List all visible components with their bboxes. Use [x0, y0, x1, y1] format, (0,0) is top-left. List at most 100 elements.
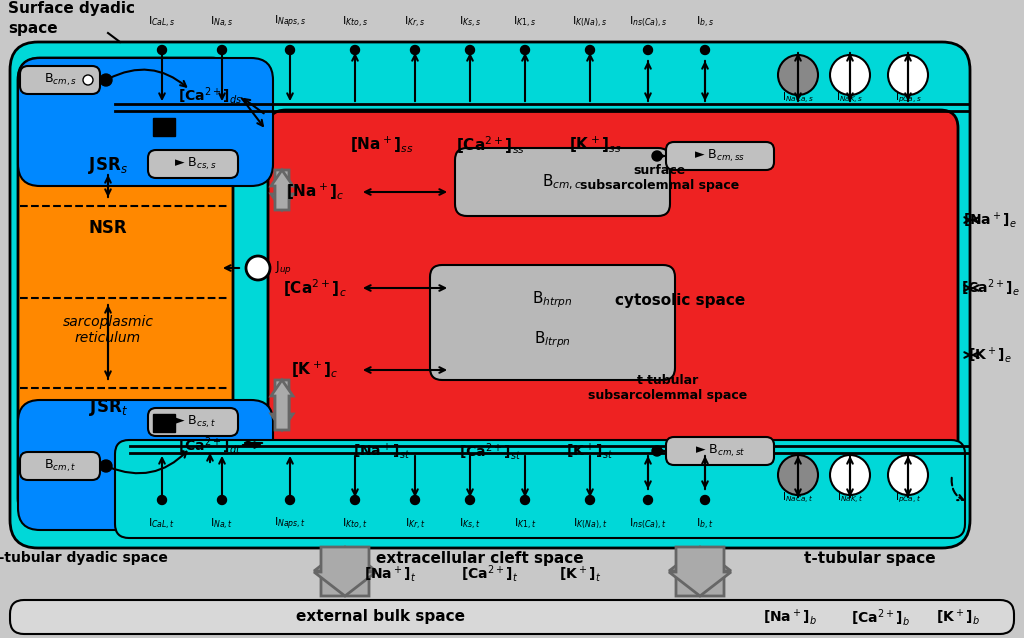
Text: I$_{NaCa,t}$: I$_{NaCa,t}$	[782, 491, 814, 505]
Text: I$_{Ks,t}$: I$_{Ks,t}$	[459, 516, 481, 531]
Text: [Ca$^{2+}$]$_{ss}$: [Ca$^{2+}$]$_{ss}$	[456, 134, 524, 156]
Text: I$_{Kto,s}$: I$_{Kto,s}$	[342, 15, 368, 29]
Circle shape	[158, 45, 167, 54]
Circle shape	[778, 55, 818, 95]
Text: I$_{K1,s}$: I$_{K1,s}$	[513, 15, 537, 29]
Text: B$_{cm,c}$: B$_{cm,c}$	[542, 172, 582, 191]
FancyArrow shape	[669, 547, 731, 596]
Text: [K$^+$]$_t$: [K$^+$]$_t$	[559, 564, 601, 584]
Text: [Ca$^{2+}$]$_e$: [Ca$^{2+}$]$_e$	[961, 278, 1019, 299]
Text: ► B$_{cs,t}$: ► B$_{cs,t}$	[174, 414, 216, 430]
Circle shape	[520, 496, 529, 505]
Text: I$_{CaL,t}$: I$_{CaL,t}$	[148, 516, 175, 531]
Bar	[153, 414, 175, 432]
Circle shape	[350, 45, 359, 54]
Text: ► B$_{cm,st}$: ► B$_{cm,st}$	[695, 443, 745, 459]
Text: JSR$_t$: JSR$_t$	[88, 397, 128, 419]
Circle shape	[586, 45, 595, 54]
FancyBboxPatch shape	[18, 58, 233, 520]
Text: t-tubular
subsarcolemmal space: t-tubular subsarcolemmal space	[589, 374, 748, 402]
Text: I$_{ns(Ca),s}$: I$_{ns(Ca),s}$	[629, 15, 668, 29]
Circle shape	[83, 75, 93, 85]
Text: I$_{NaK,t}$: I$_{NaK,t}$	[837, 491, 863, 505]
Text: [Na$^+$]$_t$: [Na$^+$]$_t$	[364, 564, 416, 584]
Text: I$_{NaK,s}$: I$_{NaK,s}$	[837, 91, 863, 105]
Text: I$_{pCa,s}$: I$_{pCa,s}$	[895, 91, 922, 105]
Bar	[153, 118, 175, 136]
Text: [Ca$^{2+}$]$_{ds}$: [Ca$^{2+}$]$_{ds}$	[178, 84, 242, 105]
Text: I$_{Ks,s}$: I$_{Ks,s}$	[459, 15, 481, 29]
Text: [Ca$^{2+}$]$_{dt}$: [Ca$^{2+}$]$_{dt}$	[178, 434, 242, 456]
Text: surface
subsarcolemmal space: surface subsarcolemmal space	[581, 164, 739, 192]
FancyArrow shape	[271, 380, 293, 430]
Text: [K$^+$]$_{ss}$: [K$^+$]$_{ss}$	[568, 135, 622, 155]
Text: ► B$_{cm,ss}$: ► B$_{cm,ss}$	[694, 148, 745, 164]
Text: I$_{NaCa,s}$: I$_{NaCa,s}$	[782, 91, 814, 105]
Text: t-tubular space: t-tubular space	[804, 551, 936, 565]
Text: [Ca$^{2+}$]$_b$: [Ca$^{2+}$]$_b$	[851, 607, 909, 628]
Circle shape	[411, 496, 420, 505]
Text: I$_{CaL,s}$: I$_{CaL,s}$	[148, 15, 176, 29]
Text: I$_{K1,t}$: I$_{K1,t}$	[514, 516, 537, 531]
Text: [Ca$^{2+}$]$_t$: [Ca$^{2+}$]$_t$	[462, 563, 518, 584]
Circle shape	[100, 74, 112, 86]
Text: B$_{ltrpn}$: B$_{ltrpn}$	[534, 330, 570, 350]
Circle shape	[246, 256, 270, 280]
Circle shape	[643, 45, 652, 54]
FancyBboxPatch shape	[148, 150, 238, 178]
Text: Surface dyadic: Surface dyadic	[8, 1, 135, 17]
Circle shape	[158, 496, 167, 505]
Text: I$_{Kto,t}$: I$_{Kto,t}$	[342, 516, 368, 531]
Text: sarcoplasmic
reticulum: sarcoplasmic reticulum	[62, 315, 154, 345]
FancyBboxPatch shape	[18, 400, 273, 530]
FancyBboxPatch shape	[20, 452, 100, 480]
FancyBboxPatch shape	[20, 66, 100, 94]
Text: space: space	[8, 20, 57, 36]
Text: I$_{ns(Ca),t}$: I$_{ns(Ca),t}$	[629, 517, 667, 531]
FancyBboxPatch shape	[666, 437, 774, 465]
FancyArrow shape	[271, 380, 293, 430]
FancyBboxPatch shape	[10, 600, 1014, 634]
Text: extracellular cleft space: extracellular cleft space	[376, 551, 584, 565]
Text: NSR: NSR	[89, 219, 127, 237]
Circle shape	[520, 45, 529, 54]
Text: [Na$^+$]$_e$: [Na$^+$]$_e$	[964, 210, 1017, 230]
Text: [Na$^+$]$_b$: [Na$^+$]$_b$	[763, 607, 817, 627]
Text: [Na$^+$]$_{st}$: [Na$^+$]$_{st}$	[353, 441, 411, 461]
FancyBboxPatch shape	[115, 440, 965, 538]
Circle shape	[466, 45, 474, 54]
FancyBboxPatch shape	[455, 148, 670, 216]
Circle shape	[888, 55, 928, 95]
Text: [K$^+$]$_b$: [K$^+$]$_b$	[936, 607, 980, 627]
Text: cytosolic space: cytosolic space	[614, 292, 745, 308]
Circle shape	[830, 55, 870, 95]
Circle shape	[286, 496, 295, 505]
Text: [Ca$^{2+}$]$_{st}$: [Ca$^{2+}$]$_{st}$	[459, 440, 521, 461]
Text: B$_{htrpn}$: B$_{htrpn}$	[531, 290, 572, 310]
Text: [Na$^+$]$_c$: [Na$^+$]$_c$	[286, 182, 344, 202]
Text: I$_{Kr,s}$: I$_{Kr,s}$	[404, 15, 426, 29]
FancyBboxPatch shape	[148, 408, 238, 436]
Text: B$_{cm,s}$: B$_{cm,s}$	[44, 72, 77, 88]
Text: I$_{K(Na),t}$: I$_{K(Na),t}$	[572, 517, 607, 531]
Text: external bulk space: external bulk space	[296, 609, 465, 625]
Circle shape	[652, 446, 662, 456]
Text: I$_{Na,s}$: I$_{Na,s}$	[210, 15, 233, 29]
Text: I$_{K(Na),s}$: I$_{K(Na),s}$	[572, 15, 607, 29]
Text: I$_{Na,t}$: I$_{Na,t}$	[210, 516, 233, 531]
Text: [Na$^+$]$_{ss}$: [Na$^+$]$_{ss}$	[350, 135, 414, 155]
FancyArrow shape	[271, 170, 293, 210]
Text: I$_{b,t}$: I$_{b,t}$	[696, 516, 714, 531]
Text: I$_{Kr,t}$: I$_{Kr,t}$	[404, 516, 426, 531]
Text: I$_{b,s}$: I$_{b,s}$	[696, 15, 714, 29]
Text: I$_{Naps,s}$: I$_{Naps,s}$	[273, 14, 306, 30]
Circle shape	[217, 45, 226, 54]
FancyBboxPatch shape	[666, 142, 774, 170]
Text: I$_{Naps,t}$: I$_{Naps,t}$	[273, 516, 306, 532]
Text: [K$^+$]$_{st}$: [K$^+$]$_{st}$	[566, 441, 613, 461]
FancyBboxPatch shape	[268, 110, 958, 500]
Circle shape	[286, 45, 295, 54]
FancyArrow shape	[669, 547, 731, 596]
Circle shape	[652, 151, 662, 161]
Circle shape	[888, 455, 928, 495]
